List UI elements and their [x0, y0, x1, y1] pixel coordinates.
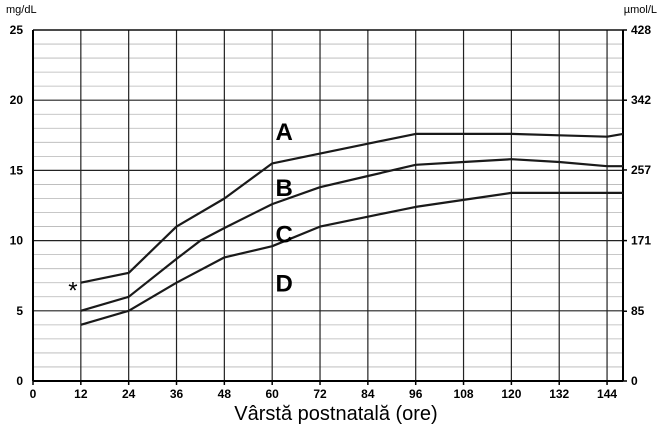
- zone-labels: A BCD: [275, 119, 292, 298]
- asterisk-annotation: *: [68, 278, 77, 305]
- y-tick-label-right: 85: [631, 304, 645, 318]
- major-grid: [32, 29, 623, 382]
- zone-label-c: C: [275, 222, 292, 249]
- series-lines: [80, 132, 624, 326]
- x-tick-label: 108: [454, 387, 474, 401]
- y-tick-label-right: 257: [631, 163, 651, 177]
- y-axis-unit-right: µmol/L: [624, 4, 657, 16]
- zone-label-a: A: [275, 119, 292, 146]
- x-tick-label: 60: [266, 387, 280, 401]
- y-tick-labels-left: 0 5 10 15 20 25: [10, 23, 24, 388]
- y-tick-labels-right: 0 85 171 257 342 428: [623, 23, 651, 388]
- series-line-2: [80, 158, 623, 312]
- y-axis-unit-left: mg/dL: [6, 4, 37, 16]
- y-tick-label-left: 10: [10, 234, 24, 248]
- zone-label-b: B: [275, 175, 292, 202]
- x-tick-label: 24: [122, 387, 136, 401]
- x-tick-label: 96: [409, 387, 423, 401]
- series-line-3: [80, 191, 623, 326]
- y-tick-label-left: 0: [16, 374, 23, 388]
- y-tick-label-left: 15: [10, 163, 24, 177]
- series-line-1: [80, 132, 624, 284]
- zone-label-d: D: [275, 271, 292, 298]
- y-tick-label-left: 25: [10, 23, 24, 37]
- annotations: *: [68, 278, 77, 305]
- x-tick-label: 0: [30, 387, 37, 401]
- y-tick-label-right: 171: [631, 234, 651, 248]
- y-tick-label-right: 342: [631, 93, 651, 107]
- x-tick-labels: 0 12 24 36 48 60 72 84 96 108 120 132 144: [30, 381, 617, 401]
- x-tick-label: 132: [549, 387, 569, 401]
- x-tick-label: 36: [170, 387, 184, 401]
- x-axis-label: Vârstă postnatală (ore): [234, 403, 437, 425]
- minor-grid: [33, 43, 623, 368]
- y-tick-label-right: 428: [631, 23, 651, 37]
- x-tick-label: 12: [74, 387, 88, 401]
- x-tick-label: 72: [313, 387, 327, 401]
- x-tick-label: 84: [361, 387, 375, 401]
- x-tick-label: 48: [218, 387, 232, 401]
- axes: [32, 29, 624, 382]
- x-tick-label: 144: [597, 387, 617, 401]
- y-tick-label-left: 5: [16, 304, 23, 318]
- x-tick-label: 120: [501, 387, 521, 401]
- y-tick-label-right: 0: [631, 374, 638, 388]
- y-tick-label-left: 20: [10, 93, 24, 107]
